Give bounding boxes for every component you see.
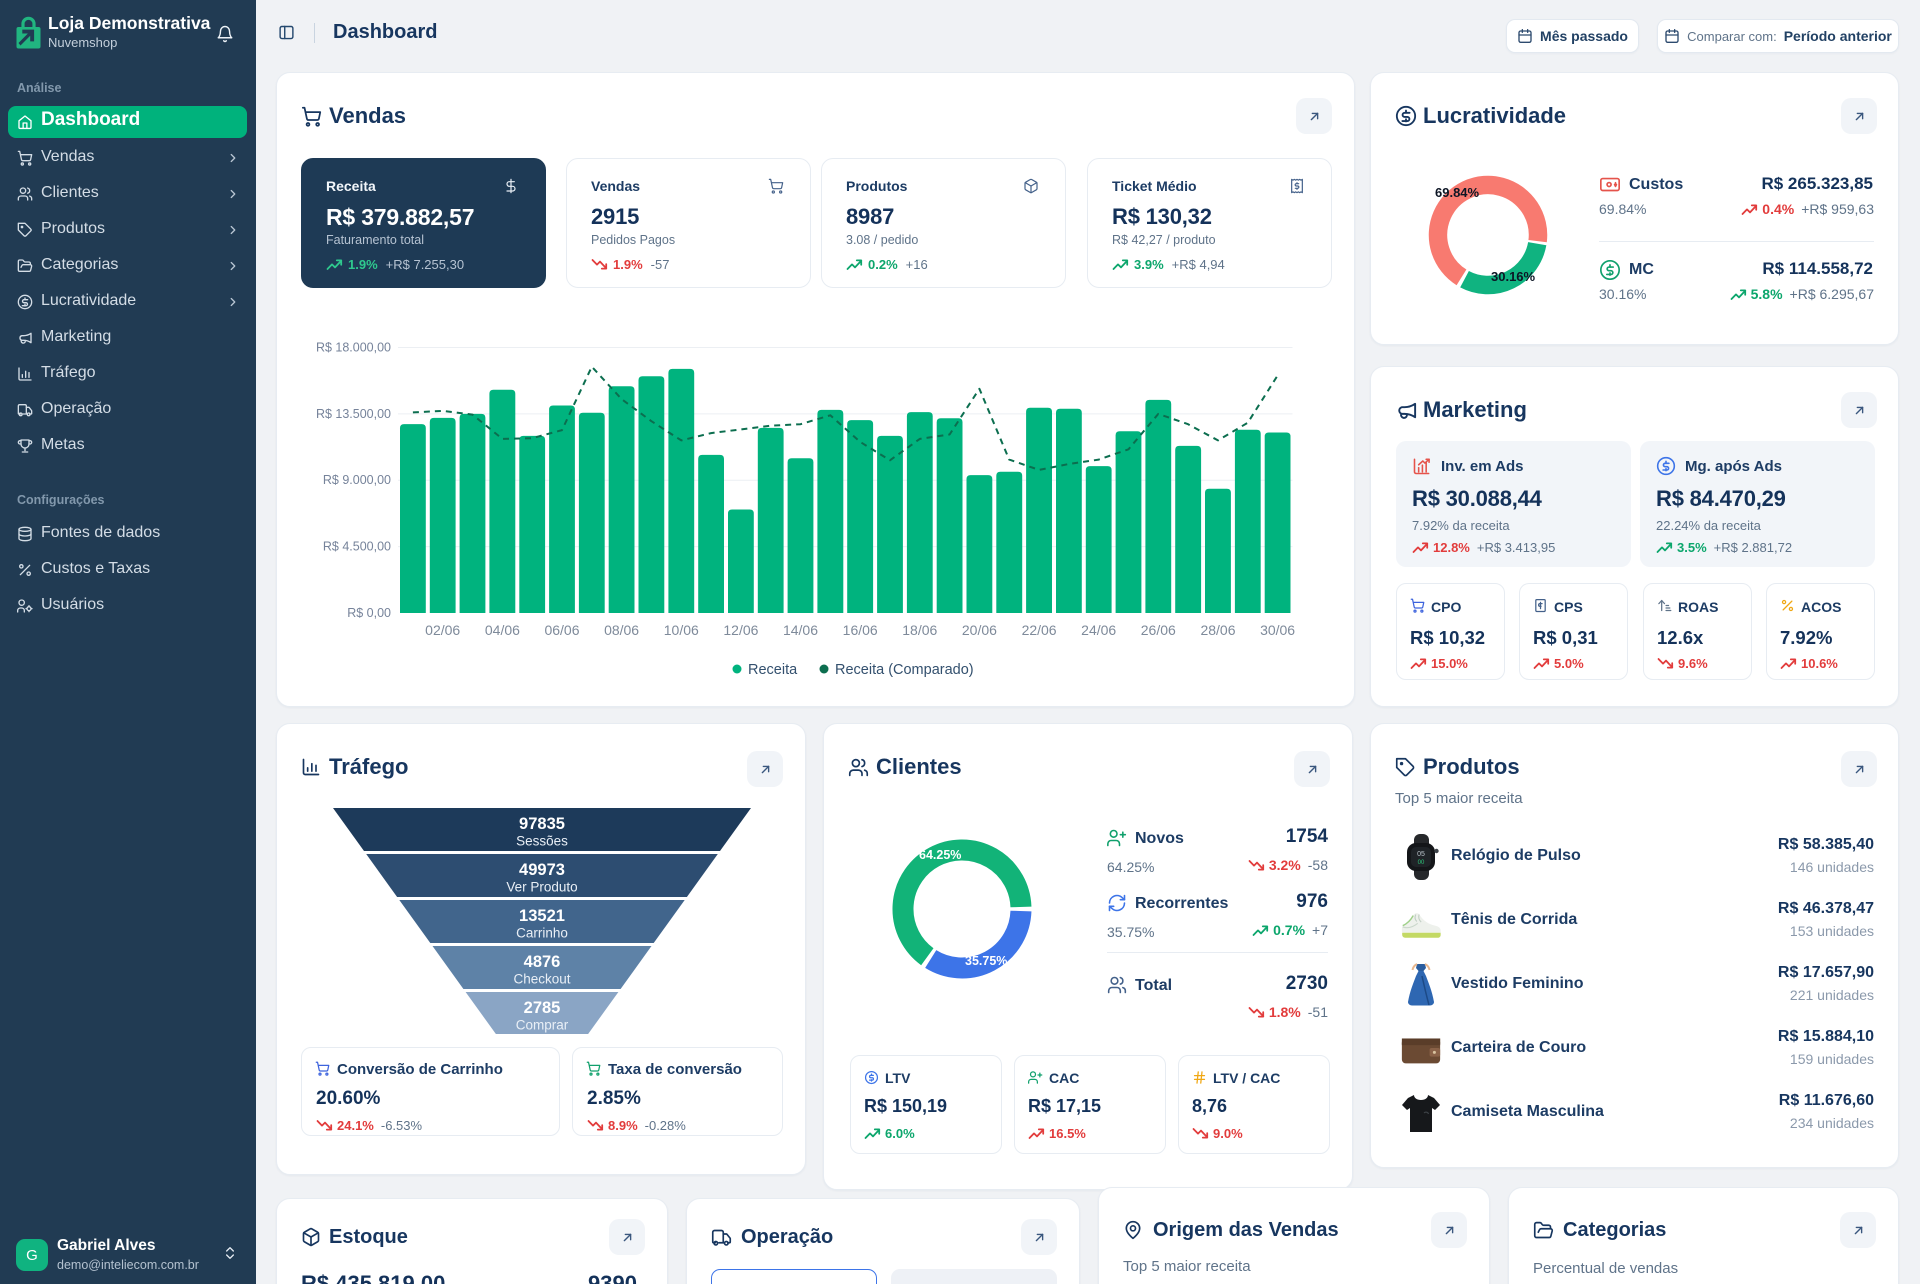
svg-text:Ver Produto: Ver Produto — [506, 880, 577, 895]
svg-text:04/06: 04/06 — [485, 622, 520, 638]
svg-text:26/06: 26/06 — [1141, 622, 1176, 638]
svg-text:Comprar: Comprar — [516, 1018, 569, 1033]
svg-text:10/06: 10/06 — [664, 622, 699, 638]
svg-text:Checkout: Checkout — [513, 972, 570, 987]
svg-text:14/06: 14/06 — [783, 622, 818, 638]
svg-text:R$ 0,00: R$ 0,00 — [347, 606, 391, 620]
svg-text:4876: 4876 — [524, 953, 561, 971]
svg-text:05: 05 — [1417, 851, 1425, 858]
svg-text:49973: 49973 — [519, 861, 565, 879]
svg-text:Sessões: Sessões — [516, 834, 568, 849]
svg-text:97835: 97835 — [519, 815, 565, 833]
svg-text:R$ 9.000,00: R$ 9.000,00 — [323, 473, 391, 487]
svg-text:Carrinho: Carrinho — [516, 926, 568, 941]
svg-text:12/06: 12/06 — [723, 622, 758, 638]
svg-text:06/06: 06/06 — [544, 622, 579, 638]
svg-text:13521: 13521 — [519, 907, 565, 925]
svg-text:Receita (Comparado): Receita (Comparado) — [835, 662, 974, 678]
svg-text:02/06: 02/06 — [425, 622, 460, 638]
svg-text:18/06: 18/06 — [902, 622, 937, 638]
svg-text:30/06: 30/06 — [1260, 622, 1295, 638]
svg-text:R$ 4.500,00: R$ 4.500,00 — [323, 540, 391, 554]
svg-text:R$ 13.500,00: R$ 13.500,00 — [316, 407, 391, 421]
svg-text:08/06: 08/06 — [604, 622, 639, 638]
svg-text:20/06: 20/06 — [962, 622, 997, 638]
svg-text:28/06: 28/06 — [1200, 622, 1235, 638]
svg-text:22/06: 22/06 — [1022, 622, 1057, 638]
svg-text:Receita: Receita — [748, 662, 798, 678]
svg-text:16/06: 16/06 — [843, 622, 878, 638]
svg-text:24/06: 24/06 — [1081, 622, 1116, 638]
svg-text:00: 00 — [1418, 860, 1425, 866]
svg-text:R$ 18.000,00: R$ 18.000,00 — [316, 341, 391, 355]
svg-text:2785: 2785 — [524, 999, 561, 1017]
